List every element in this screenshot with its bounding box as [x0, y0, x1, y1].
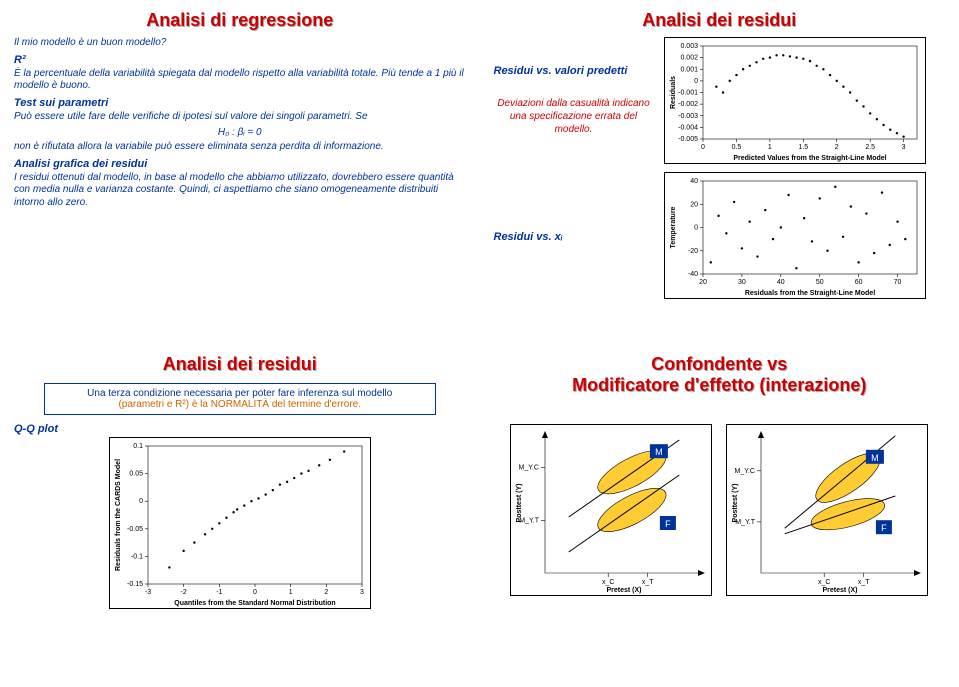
box-line1: Una terza condizione necessaria per pote…: [53, 388, 427, 399]
panel-residui-qq: Analisi dei residui Una terza condizione…: [0, 344, 480, 687]
chart-residui-xi: 20 30 40 50 60 70 -40 -20 0 20 40 Residuals from th…: [664, 172, 926, 299]
svg-text:1.5: 1.5: [798, 144, 808, 151]
resid-body: I residui ottenuti dal modello, in base …: [14, 172, 466, 210]
svg-text:20: 20: [699, 279, 707, 286]
svg-text:-0.004: -0.004: [678, 124, 698, 131]
svg-text:2: 2: [834, 144, 838, 151]
panel-residui-charts: Analisi dei residui Residui vs. valori p…: [480, 0, 959, 344]
svg-text:40: 40: [776, 279, 784, 286]
svg-text:Residuals: Residuals: [670, 76, 677, 109]
svg-text:-0.002: -0.002: [678, 101, 698, 108]
svg-text:2.5: 2.5: [865, 144, 875, 151]
svg-text:0: 0: [253, 589, 257, 596]
svg-text:0: 0: [701, 144, 705, 151]
svg-text:3: 3: [901, 144, 905, 151]
svg-text:-0.1: -0.1: [131, 553, 143, 560]
svg-text:50: 50: [815, 279, 823, 286]
svg-text:-20: -20: [687, 248, 697, 255]
panel1-title: Analisi di regressione: [14, 10, 466, 31]
svg-text:M_Y.C: M_Y.C: [735, 467, 756, 474]
svg-text:0.05: 0.05: [129, 470, 143, 477]
svg-text:60: 60: [854, 279, 862, 286]
svg-text:x_T: x_T: [858, 579, 870, 586]
svg-text:40: 40: [690, 178, 698, 185]
svg-text:-0.001: -0.001: [678, 90, 698, 97]
svg-text:Predicted Values from the Stra: Predicted Values from the Straight-Line …: [733, 155, 886, 162]
panel2-title: Analisi dei residui: [494, 10, 946, 31]
svg-text:F: F: [881, 523, 887, 533]
svg-text:0: 0: [694, 78, 698, 85]
panel3-title: Analisi dei residui: [14, 354, 466, 375]
chart-confounder: M_Y.CM_Y.Tx_Cx_TPretest (X)Posttest (Y)M…: [510, 424, 712, 596]
svg-text:-0.15: -0.15: [127, 581, 143, 588]
panel4-title2: Modificatore d'effetto (interazione): [494, 375, 946, 396]
row2-label: Residui vs. xᵢ: [494, 231, 654, 243]
svg-text:Residuals from the Straight-Li: Residuals from the Straight-Line Model: [744, 290, 874, 297]
svg-text:Pretest (X): Pretest (X): [823, 587, 858, 594]
svg-text:0.002: 0.002: [680, 55, 698, 62]
svg-text:x_T: x_T: [642, 579, 654, 586]
svg-text:-1: -1: [216, 589, 222, 596]
svg-text:-0.003: -0.003: [678, 113, 698, 120]
svg-text:Pretest (X): Pretest (X): [607, 587, 642, 594]
r2-head: R²: [14, 54, 466, 66]
svg-text:F: F: [665, 519, 671, 529]
svg-text:Posttest (Y): Posttest (Y): [732, 483, 739, 522]
chart-qqplot: -3 -2 -1 0 1 2 3 -0.15 -0.1 -0.05 0 0.05 0.1 Quantile…: [109, 437, 371, 609]
svg-text:0.003: 0.003: [680, 43, 698, 50]
svg-text:-0.005: -0.005: [678, 136, 698, 143]
svg-text:M_Y.C: M_Y.C: [519, 464, 540, 471]
chart-modifier: M_Y.CM_Y.Tx_Cx_TPretest (X)Posttest (Y)M…: [726, 424, 928, 596]
svg-text:0: 0: [139, 498, 143, 505]
test-body2: non è rifiutata allora la variabile può …: [14, 141, 466, 154]
svg-text:Posttest (Y): Posttest (Y): [516, 483, 523, 522]
svg-text:20: 20: [690, 201, 698, 208]
row1-label: Residui vs. valori predetti: [494, 65, 654, 77]
svg-text:0.1: 0.1: [133, 443, 143, 450]
panel-regression: Analisi di regressione Il mio modello è …: [0, 0, 480, 344]
svg-text:1: 1: [767, 144, 771, 151]
test-head: Test sui parametri: [14, 97, 466, 109]
chart-residui-predetti: 0 0.5 1 1.5 2 2.5 3 -0.005 -0.004 -0.003 -0.002 -0.…: [664, 37, 926, 164]
test-body1: Può essere utile fare delle verifiche di…: [14, 111, 466, 124]
svg-text:3: 3: [360, 589, 364, 596]
svg-text:70: 70: [893, 279, 901, 286]
svg-text:-2: -2: [180, 589, 186, 596]
svg-text:2: 2: [324, 589, 328, 596]
h0-formula: H₀ : βᵢ = 0: [14, 127, 466, 138]
qq-head: Q-Q plot: [14, 423, 466, 435]
svg-text:-3: -3: [145, 589, 151, 596]
resid-head: Analisi grafica dei residui: [14, 158, 466, 170]
svg-text:x_C: x_C: [602, 579, 614, 586]
row-xi: Residui vs. xᵢ 20 30 40 50 60 70 -40 -20 0 20 40 Re…: [494, 172, 946, 299]
modifier-plot-wrap: M_Y.CM_Y.Tx_Cx_TPretest (X)Posttest (Y)M…: [726, 424, 928, 601]
svg-text:x_C: x_C: [818, 579, 830, 586]
confounder-plot-wrap: M_Y.CM_Y.Tx_Cx_TPretest (X)Posttest (Y)M…: [510, 424, 712, 601]
svg-text:30: 30: [738, 279, 746, 286]
r2-body: È la percentuale della variabilità spieg…: [14, 68, 466, 93]
row1-note: Deviazioni dalla casualità indicano una …: [494, 97, 654, 136]
svg-text:0.5: 0.5: [731, 144, 741, 151]
box-line2: (parametri e R²) è la NORMALITÀ del term…: [53, 399, 427, 410]
svg-text:0.001: 0.001: [680, 66, 698, 73]
panel4-title1: Confondente vs: [494, 354, 946, 375]
svg-text:Quantiles from the Standard No: Quantiles from the Standard Normal Distr…: [174, 600, 335, 607]
panel1-question: Il mio modello è un buon modello?: [14, 37, 466, 50]
svg-text:0: 0: [694, 225, 698, 232]
normality-box: Una terza condizione necessaria per pote…: [44, 383, 436, 415]
svg-text:Residuals from the CARDS Model: Residuals from the CARDS Model: [115, 458, 122, 570]
svg-text:-0.05: -0.05: [127, 525, 143, 532]
svg-text:-40: -40: [687, 271, 697, 278]
svg-text:1: 1: [288, 589, 292, 596]
panel-confondente: Confondente vs Modificatore d'effetto (i…: [480, 344, 959, 687]
svg-text:M: M: [871, 452, 879, 462]
row-predetti: Residui vs. valori predetti Deviazioni d…: [494, 37, 946, 164]
svg-text:Temperature: Temperature: [670, 206, 677, 248]
svg-text:M: M: [655, 447, 663, 457]
